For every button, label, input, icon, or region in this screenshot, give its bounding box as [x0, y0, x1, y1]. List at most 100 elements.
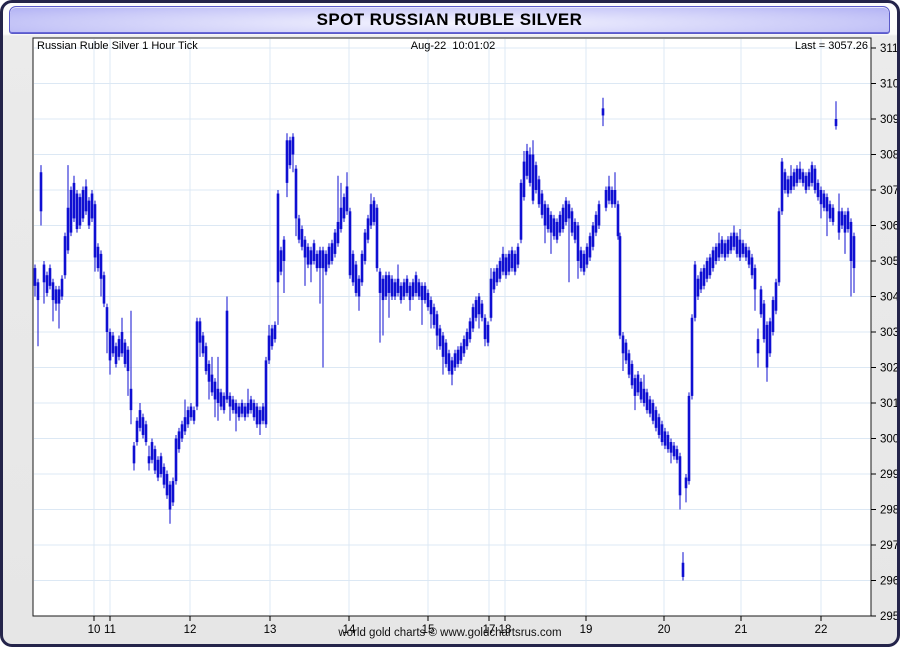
price-bar	[429, 300, 433, 315]
y-axis-label: 3000	[880, 434, 897, 446]
price-bar	[780, 161, 784, 212]
price-bar	[687, 395, 691, 482]
price-bar	[93, 204, 97, 258]
price-bar	[423, 285, 427, 301]
price-bar	[732, 232, 736, 247]
price-bar	[753, 268, 757, 290]
price-bar	[135, 420, 139, 443]
price-bar	[327, 246, 331, 265]
price-bar	[610, 190, 614, 205]
window-title: SPOT RUSSIAN RUBLE SILVER	[316, 10, 583, 29]
price-bar	[729, 236, 733, 251]
price-bar	[72, 182, 76, 219]
price-bar	[177, 431, 181, 450]
x-axis-label: 15	[422, 624, 435, 636]
price-bar	[420, 285, 424, 301]
price-bar	[657, 417, 661, 435]
price-bar	[579, 250, 583, 269]
price-bar	[501, 253, 505, 272]
x-axis-label: 13	[264, 624, 277, 636]
price-bar	[783, 172, 787, 190]
price-bar	[489, 278, 493, 318]
price-bar	[129, 388, 133, 411]
price-bar	[801, 172, 805, 183]
price-bar	[522, 161, 526, 198]
y-axis-label: 3090	[880, 114, 897, 126]
price-bar	[267, 335, 271, 361]
price-bar	[456, 349, 460, 364]
price-bar	[354, 264, 358, 293]
price-bar	[183, 417, 187, 432]
price-bar	[843, 214, 847, 233]
price-bar	[607, 186, 611, 201]
price-bar	[105, 307, 109, 332]
y-axis-label: 2980	[880, 505, 897, 517]
price-bar	[834, 119, 838, 127]
price-bar	[531, 154, 535, 201]
price-bar	[831, 207, 835, 222]
price-bar	[222, 395, 226, 411]
price-bar	[180, 424, 184, 439]
price-bar	[444, 342, 448, 364]
price-bar	[363, 232, 367, 261]
y-axis-label: 3050	[880, 256, 897, 268]
price-bar	[613, 190, 617, 205]
price-bar	[483, 317, 487, 340]
price-bar	[840, 211, 844, 226]
y-axis-label: 2970	[880, 540, 897, 552]
y-axis-label: 3060	[880, 221, 897, 233]
price-bar	[768, 321, 772, 354]
price-bar	[147, 456, 151, 464]
price-bar	[285, 140, 289, 183]
price-bar	[276, 193, 280, 283]
price-bar	[108, 332, 112, 361]
price-bar	[846, 211, 850, 230]
price-bar	[312, 243, 316, 261]
price-bar	[747, 250, 751, 265]
price-bar	[201, 335, 205, 354]
price-bar	[75, 193, 79, 230]
y-axis-label: 3020	[880, 363, 897, 375]
price-bar	[591, 225, 595, 247]
price-bar	[39, 172, 43, 212]
price-bar	[492, 271, 496, 290]
price-bar	[594, 214, 598, 233]
price-bar	[465, 332, 469, 347]
price-bar	[144, 424, 148, 443]
price-bar	[543, 204, 547, 226]
price-bar	[438, 328, 442, 347]
price-bar	[36, 282, 40, 301]
price-bar	[604, 190, 608, 208]
y-axis-label: 2950	[880, 611, 897, 623]
price-bar	[849, 221, 853, 261]
price-bar	[699, 271, 703, 290]
price-bar	[249, 399, 253, 411]
price-bar	[66, 207, 70, 251]
price-bar	[246, 403, 250, 414]
price-bar	[624, 342, 628, 361]
price-bar	[258, 410, 262, 425]
price-bar	[726, 239, 730, 254]
price-bar	[90, 193, 94, 219]
price-bar	[792, 172, 796, 187]
x-axis-label: 12	[184, 624, 197, 636]
price-bar	[387, 275, 391, 293]
price-bar	[405, 278, 409, 293]
price-bar	[567, 204, 571, 219]
x-axis-label: 14	[343, 624, 356, 636]
price-bar	[618, 236, 622, 336]
price-bar	[48, 268, 52, 286]
price-bar	[468, 321, 472, 340]
price-bar	[462, 339, 466, 354]
price-bar	[156, 459, 160, 478]
price-bar	[126, 349, 130, 372]
y-axis-label: 3110	[880, 43, 897, 55]
price-bar	[279, 250, 283, 272]
price-bar	[84, 186, 88, 212]
price-bar	[264, 360, 268, 425]
price-bar	[486, 324, 490, 343]
price-bar	[601, 108, 605, 116]
